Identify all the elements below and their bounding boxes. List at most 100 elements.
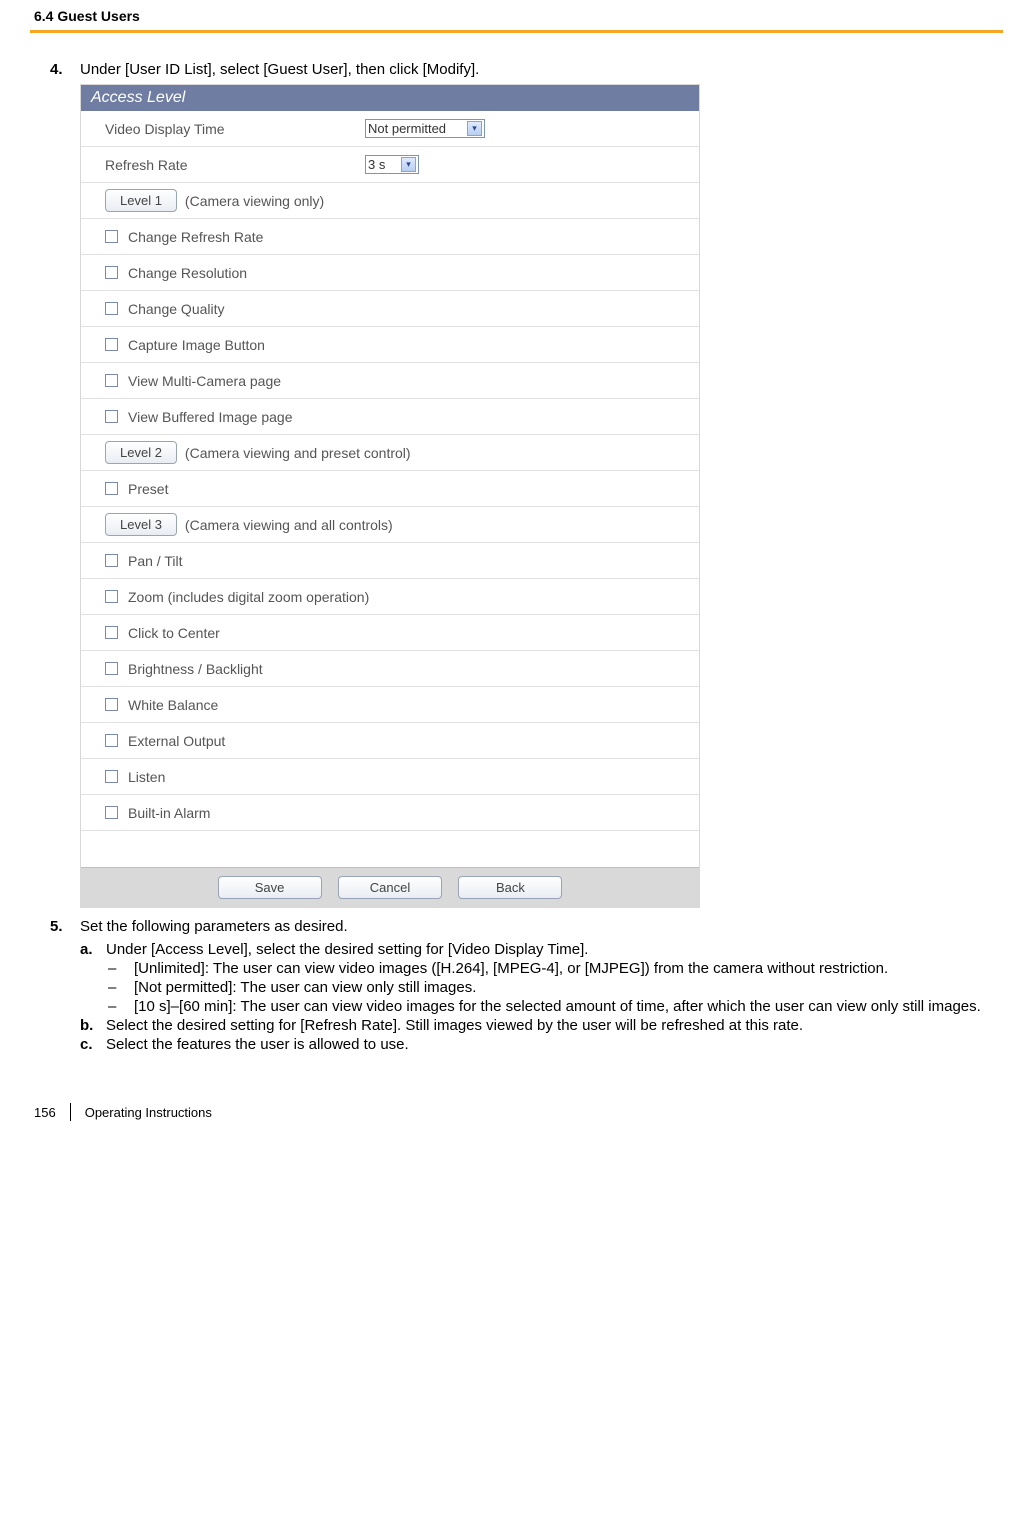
- select-value: 3 s: [368, 157, 385, 172]
- row-level2: Level 2 (Camera viewing and preset contr…: [81, 435, 699, 471]
- step-text: Set the following parameters as desired.: [80, 918, 983, 935]
- dash-text: [10 s]–[60 min]: The user can view video…: [134, 998, 983, 1015]
- checkbox-click-center[interactable]: [105, 626, 118, 639]
- level1-button[interactable]: Level 1: [105, 189, 177, 212]
- doc-title: Operating Instructions: [85, 1105, 212, 1120]
- chevron-down-icon: ▾: [467, 121, 482, 136]
- cb-label: Brightness / Backlight: [128, 661, 263, 677]
- checkbox-white-balance[interactable]: [105, 698, 118, 711]
- checkbox-pan-tilt[interactable]: [105, 554, 118, 567]
- row-external-output: External Output: [81, 723, 699, 759]
- step-4: 4. Under [User ID List], select [Guest U…: [50, 61, 983, 78]
- checkbox-brightness[interactable]: [105, 662, 118, 675]
- cb-label: Listen: [128, 769, 165, 785]
- cb-label: View Buffered Image page: [128, 409, 293, 425]
- substep-a: a. Under [Access Level], select the desi…: [80, 941, 983, 958]
- cb-label: Change Quality: [128, 301, 225, 317]
- cb-label: Zoom (includes digital zoom operation): [128, 589, 369, 605]
- page-number: 156: [34, 1105, 56, 1120]
- cb-label: External Output: [128, 733, 225, 749]
- label-video-display-time: Video Display Time: [105, 121, 365, 137]
- substep-text: Under [Access Level], select the desired…: [106, 941, 983, 958]
- level3-button[interactable]: Level 3: [105, 513, 177, 536]
- row-level1: Level 1 (Camera viewing only): [81, 183, 699, 219]
- panel-body: Video Display Time Not permitted ▾ Refre…: [81, 111, 699, 867]
- row-capture-image: Capture Image Button: [81, 327, 699, 363]
- checkbox-listen[interactable]: [105, 770, 118, 783]
- select-video-display-time[interactable]: Not permitted ▾: [365, 119, 485, 138]
- dash-text: [Not permitted]: The user can view only …: [134, 979, 983, 996]
- back-button[interactable]: Back: [458, 876, 562, 899]
- row-change-quality: Change Quality: [81, 291, 699, 327]
- row-change-resolution: Change Resolution: [81, 255, 699, 291]
- row-refresh-rate: Refresh Rate 3 s ▾: [81, 147, 699, 183]
- dash-a2: –[Not permitted]: The user can view only…: [108, 979, 983, 996]
- checkbox-capture-image[interactable]: [105, 338, 118, 351]
- step-5: 5. Set the following parameters as desir…: [50, 918, 983, 935]
- cb-label: Change Refresh Rate: [128, 229, 263, 245]
- checkbox-change-quality[interactable]: [105, 302, 118, 315]
- row-spacer: [81, 831, 699, 867]
- section-header: 6.4 Guest Users: [30, 0, 1003, 33]
- checkbox-built-in-alarm[interactable]: [105, 806, 118, 819]
- checkbox-change-refresh[interactable]: [105, 230, 118, 243]
- checkbox-view-buffered[interactable]: [105, 410, 118, 423]
- row-preset: Preset: [81, 471, 699, 507]
- dash-text: [Unlimited]: The user can view video ima…: [134, 960, 983, 977]
- cb-label: Click to Center: [128, 625, 220, 641]
- level3-desc: (Camera viewing and all controls): [185, 517, 393, 533]
- label-refresh-rate: Refresh Rate: [105, 157, 365, 173]
- dash-a1: –[Unlimited]: The user can view video im…: [108, 960, 983, 977]
- cb-label: View Multi-Camera page: [128, 373, 281, 389]
- cancel-button[interactable]: Cancel: [338, 876, 442, 899]
- substep-c: c. Select the features the user is allow…: [80, 1036, 983, 1053]
- step-text: Under [User ID List], select [Guest User…: [80, 61, 983, 78]
- dash-marker: –: [108, 979, 134, 996]
- row-listen: Listen: [81, 759, 699, 795]
- level1-desc: (Camera viewing only): [185, 193, 324, 209]
- step-number: 4.: [50, 61, 80, 78]
- cb-label: Built-in Alarm: [128, 805, 210, 821]
- footer-divider: [70, 1103, 71, 1121]
- checkbox-external-output[interactable]: [105, 734, 118, 747]
- substep-letter: b.: [80, 1017, 106, 1034]
- cb-label: Pan / Tilt: [128, 553, 182, 569]
- dash-marker: –: [108, 998, 134, 1015]
- select-value: Not permitted: [368, 121, 446, 136]
- row-pan-tilt: Pan / Tilt: [81, 543, 699, 579]
- page-footer: 156 Operating Instructions: [30, 1103, 1003, 1121]
- row-video-display-time: Video Display Time Not permitted ▾: [81, 111, 699, 147]
- step-number: 5.: [50, 918, 80, 935]
- row-change-refresh: Change Refresh Rate: [81, 219, 699, 255]
- save-button[interactable]: Save: [218, 876, 322, 899]
- row-level3: Level 3 (Camera viewing and all controls…: [81, 507, 699, 543]
- panel-title: Access Level: [81, 85, 699, 111]
- row-click-center: Click to Center: [81, 615, 699, 651]
- select-refresh-rate[interactable]: 3 s ▾: [365, 155, 419, 174]
- substep-letter: c.: [80, 1036, 106, 1053]
- row-white-balance: White Balance: [81, 687, 699, 723]
- cb-label: Change Resolution: [128, 265, 247, 281]
- cb-label: Preset: [128, 481, 168, 497]
- substep-text: Select the desired setting for [Refresh …: [106, 1017, 983, 1034]
- cb-label: White Balance: [128, 697, 218, 713]
- content-area: 4. Under [User ID List], select [Guest U…: [30, 61, 1003, 1053]
- checkbox-view-multi[interactable]: [105, 374, 118, 387]
- level2-button[interactable]: Level 2: [105, 441, 177, 464]
- row-brightness: Brightness / Backlight: [81, 651, 699, 687]
- substep-b: b. Select the desired setting for [Refre…: [80, 1017, 983, 1034]
- checkbox-preset[interactable]: [105, 482, 118, 495]
- row-view-buffered: View Buffered Image page: [81, 399, 699, 435]
- row-view-multi: View Multi-Camera page: [81, 363, 699, 399]
- chevron-down-icon: ▾: [401, 157, 416, 172]
- substep-text: Select the features the user is allowed …: [106, 1036, 983, 1053]
- dash-marker: –: [108, 960, 134, 977]
- row-zoom: Zoom (includes digital zoom operation): [81, 579, 699, 615]
- checkbox-zoom[interactable]: [105, 590, 118, 603]
- checkbox-change-resolution[interactable]: [105, 266, 118, 279]
- row-built-in-alarm: Built-in Alarm: [81, 795, 699, 831]
- cb-label: Capture Image Button: [128, 337, 265, 353]
- access-level-panel: Access Level Video Display Time Not perm…: [80, 84, 700, 908]
- level2-desc: (Camera viewing and preset control): [185, 445, 411, 461]
- dash-a3: –[10 s]–[60 min]: The user can view vide…: [108, 998, 983, 1015]
